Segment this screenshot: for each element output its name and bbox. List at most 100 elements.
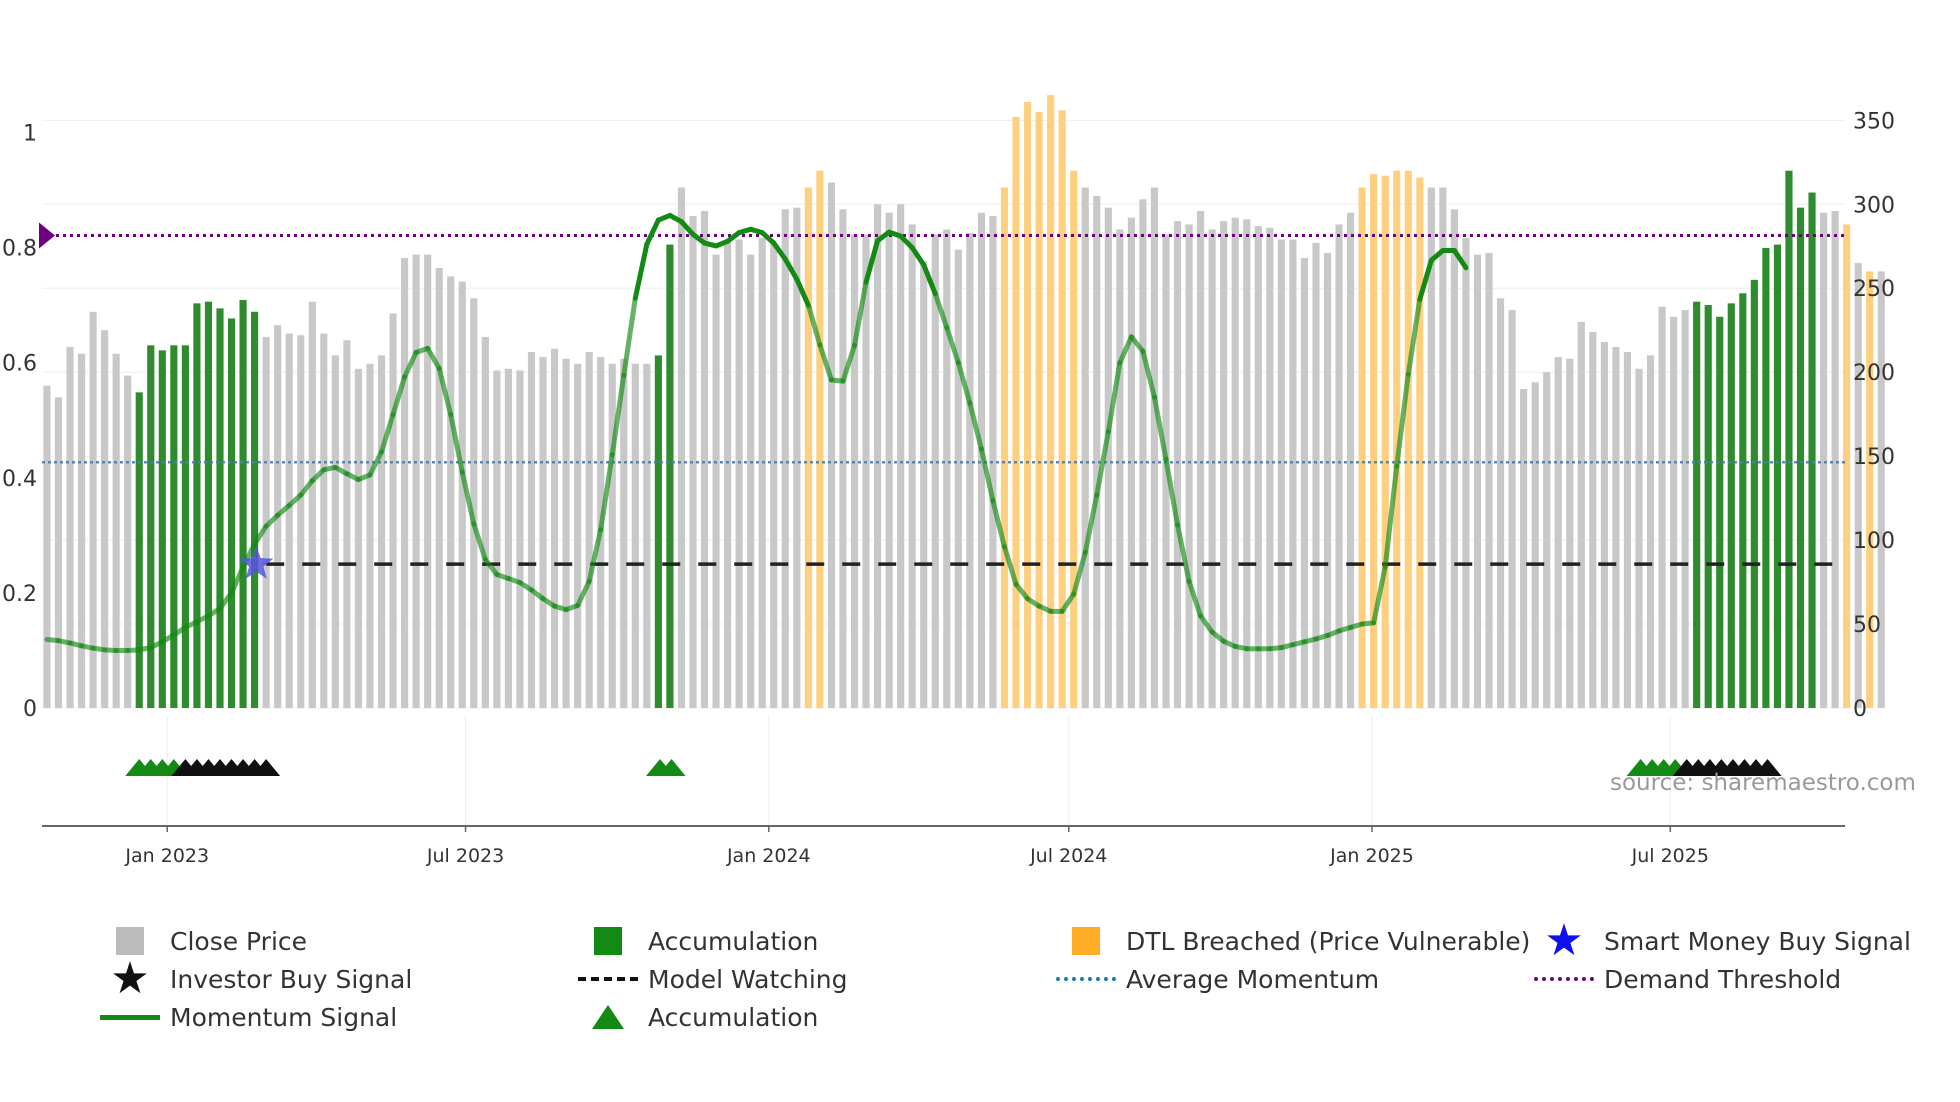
bar-close [839, 209, 847, 708]
bar-close [504, 368, 512, 708]
bar-accumulation [158, 350, 166, 708]
bar-close [920, 261, 928, 708]
bar-accumulation [1739, 293, 1747, 708]
momentum-segment [1186, 578, 1204, 619]
bar-close [1335, 224, 1343, 709]
bar-close [1496, 298, 1505, 708]
bar-close [1681, 310, 1689, 708]
bar-close [1139, 199, 1147, 709]
bar-accumulation [1704, 305, 1712, 708]
bar-close [1508, 310, 1516, 708]
momentum-segment [909, 245, 927, 268]
bar-close [1312, 242, 1320, 708]
momentum-segment [1013, 581, 1031, 602]
momentum-segment [1394, 371, 1411, 469]
momentum-segment [1428, 248, 1446, 263]
bar-close [1220, 221, 1228, 709]
bar-close [943, 229, 951, 708]
momentum-segment [379, 412, 396, 455]
momentum-segment [1001, 544, 1019, 587]
bar-close [885, 212, 893, 708]
bar-close [747, 254, 755, 708]
bar-close [1600, 341, 1608, 708]
bar-close [1577, 321, 1585, 708]
momentum-segment [252, 523, 269, 547]
bar-close [574, 363, 582, 708]
bar-close [954, 249, 962, 708]
bar-close [112, 353, 120, 708]
bar-close [527, 352, 536, 708]
bar-dtl [1047, 95, 1055, 708]
bar-close [608, 363, 616, 708]
momentum-segment [782, 256, 800, 282]
bar-accumulation [1785, 170, 1793, 708]
bar-close [793, 207, 801, 708]
momentum-segment [1105, 360, 1123, 435]
bar-accumulation [204, 301, 213, 708]
bar-close [77, 353, 86, 708]
bar-accumulation [227, 318, 236, 708]
momentum-segment [921, 262, 938, 297]
bar-close [1277, 239, 1285, 708]
momentum-segment [402, 349, 419, 380]
bar-close [724, 239, 732, 708]
bar-close [262, 336, 270, 708]
investor-buy-marker [252, 759, 281, 776]
bar-dtl [1416, 177, 1424, 708]
bar-close [1589, 331, 1597, 708]
y-right-tick-label: 0 [1853, 697, 1867, 722]
bar-close [1520, 388, 1528, 708]
bar-close [700, 211, 709, 708]
bar-close [493, 370, 501, 708]
momentum-segment [944, 325, 961, 366]
bar-close [1185, 224, 1193, 709]
bar-close [354, 368, 363, 708]
investor-buy-marker [1753, 759, 1782, 776]
momentum-segment [805, 302, 823, 348]
bar-close [550, 348, 559, 708]
momentum-segment [609, 372, 627, 458]
bar-close [735, 239, 743, 708]
bar-close [631, 363, 639, 708]
bar-dtl [1058, 110, 1066, 708]
bar-close [1300, 258, 1309, 708]
bar-accumulation [193, 303, 201, 708]
momentum-segment [471, 521, 488, 563]
y-right-tick-label: 250 [1853, 277, 1895, 302]
bar-accumulation [1796, 207, 1805, 708]
momentum-segment [978, 446, 996, 504]
bar-close [101, 330, 109, 708]
bar-dtl [1370, 174, 1378, 708]
momentum-segment [840, 342, 858, 384]
momentum-segment [1082, 492, 1100, 556]
momentum-segment [644, 217, 661, 247]
y-left-tick-label: 1 [23, 122, 37, 147]
bar-accumulation [239, 299, 247, 708]
momentum-segment [759, 230, 777, 246]
momentum-segment [794, 276, 811, 308]
momentum-segment [771, 240, 788, 262]
momentum-segment [459, 469, 477, 527]
y-left-tick-label: 0.6 [2, 352, 37, 377]
bar-close [1450, 209, 1458, 708]
signal-panel [125, 759, 1782, 776]
bar-close [320, 333, 328, 708]
y-right-tick-label: 200 [1853, 361, 1895, 386]
momentum-segment [436, 365, 454, 418]
bar-dtl [1843, 224, 1851, 709]
bar-dtl [1023, 101, 1032, 708]
momentum-segment [217, 590, 235, 611]
bar-close [643, 363, 651, 708]
bar-close [424, 254, 432, 708]
x-tick-label: Jul 2023 [426, 845, 504, 867]
y-left-tick-label: 0.4 [2, 467, 37, 492]
bar-close [1531, 382, 1539, 708]
bar-close [966, 232, 974, 708]
bar-close [677, 187, 686, 708]
y-left-tick-label: 0.2 [2, 582, 37, 607]
bar-close [1854, 263, 1862, 708]
bar-close [343, 340, 351, 708]
bar-close [1612, 347, 1620, 708]
bar-close [89, 311, 97, 708]
accumulation-triangle [657, 759, 686, 776]
